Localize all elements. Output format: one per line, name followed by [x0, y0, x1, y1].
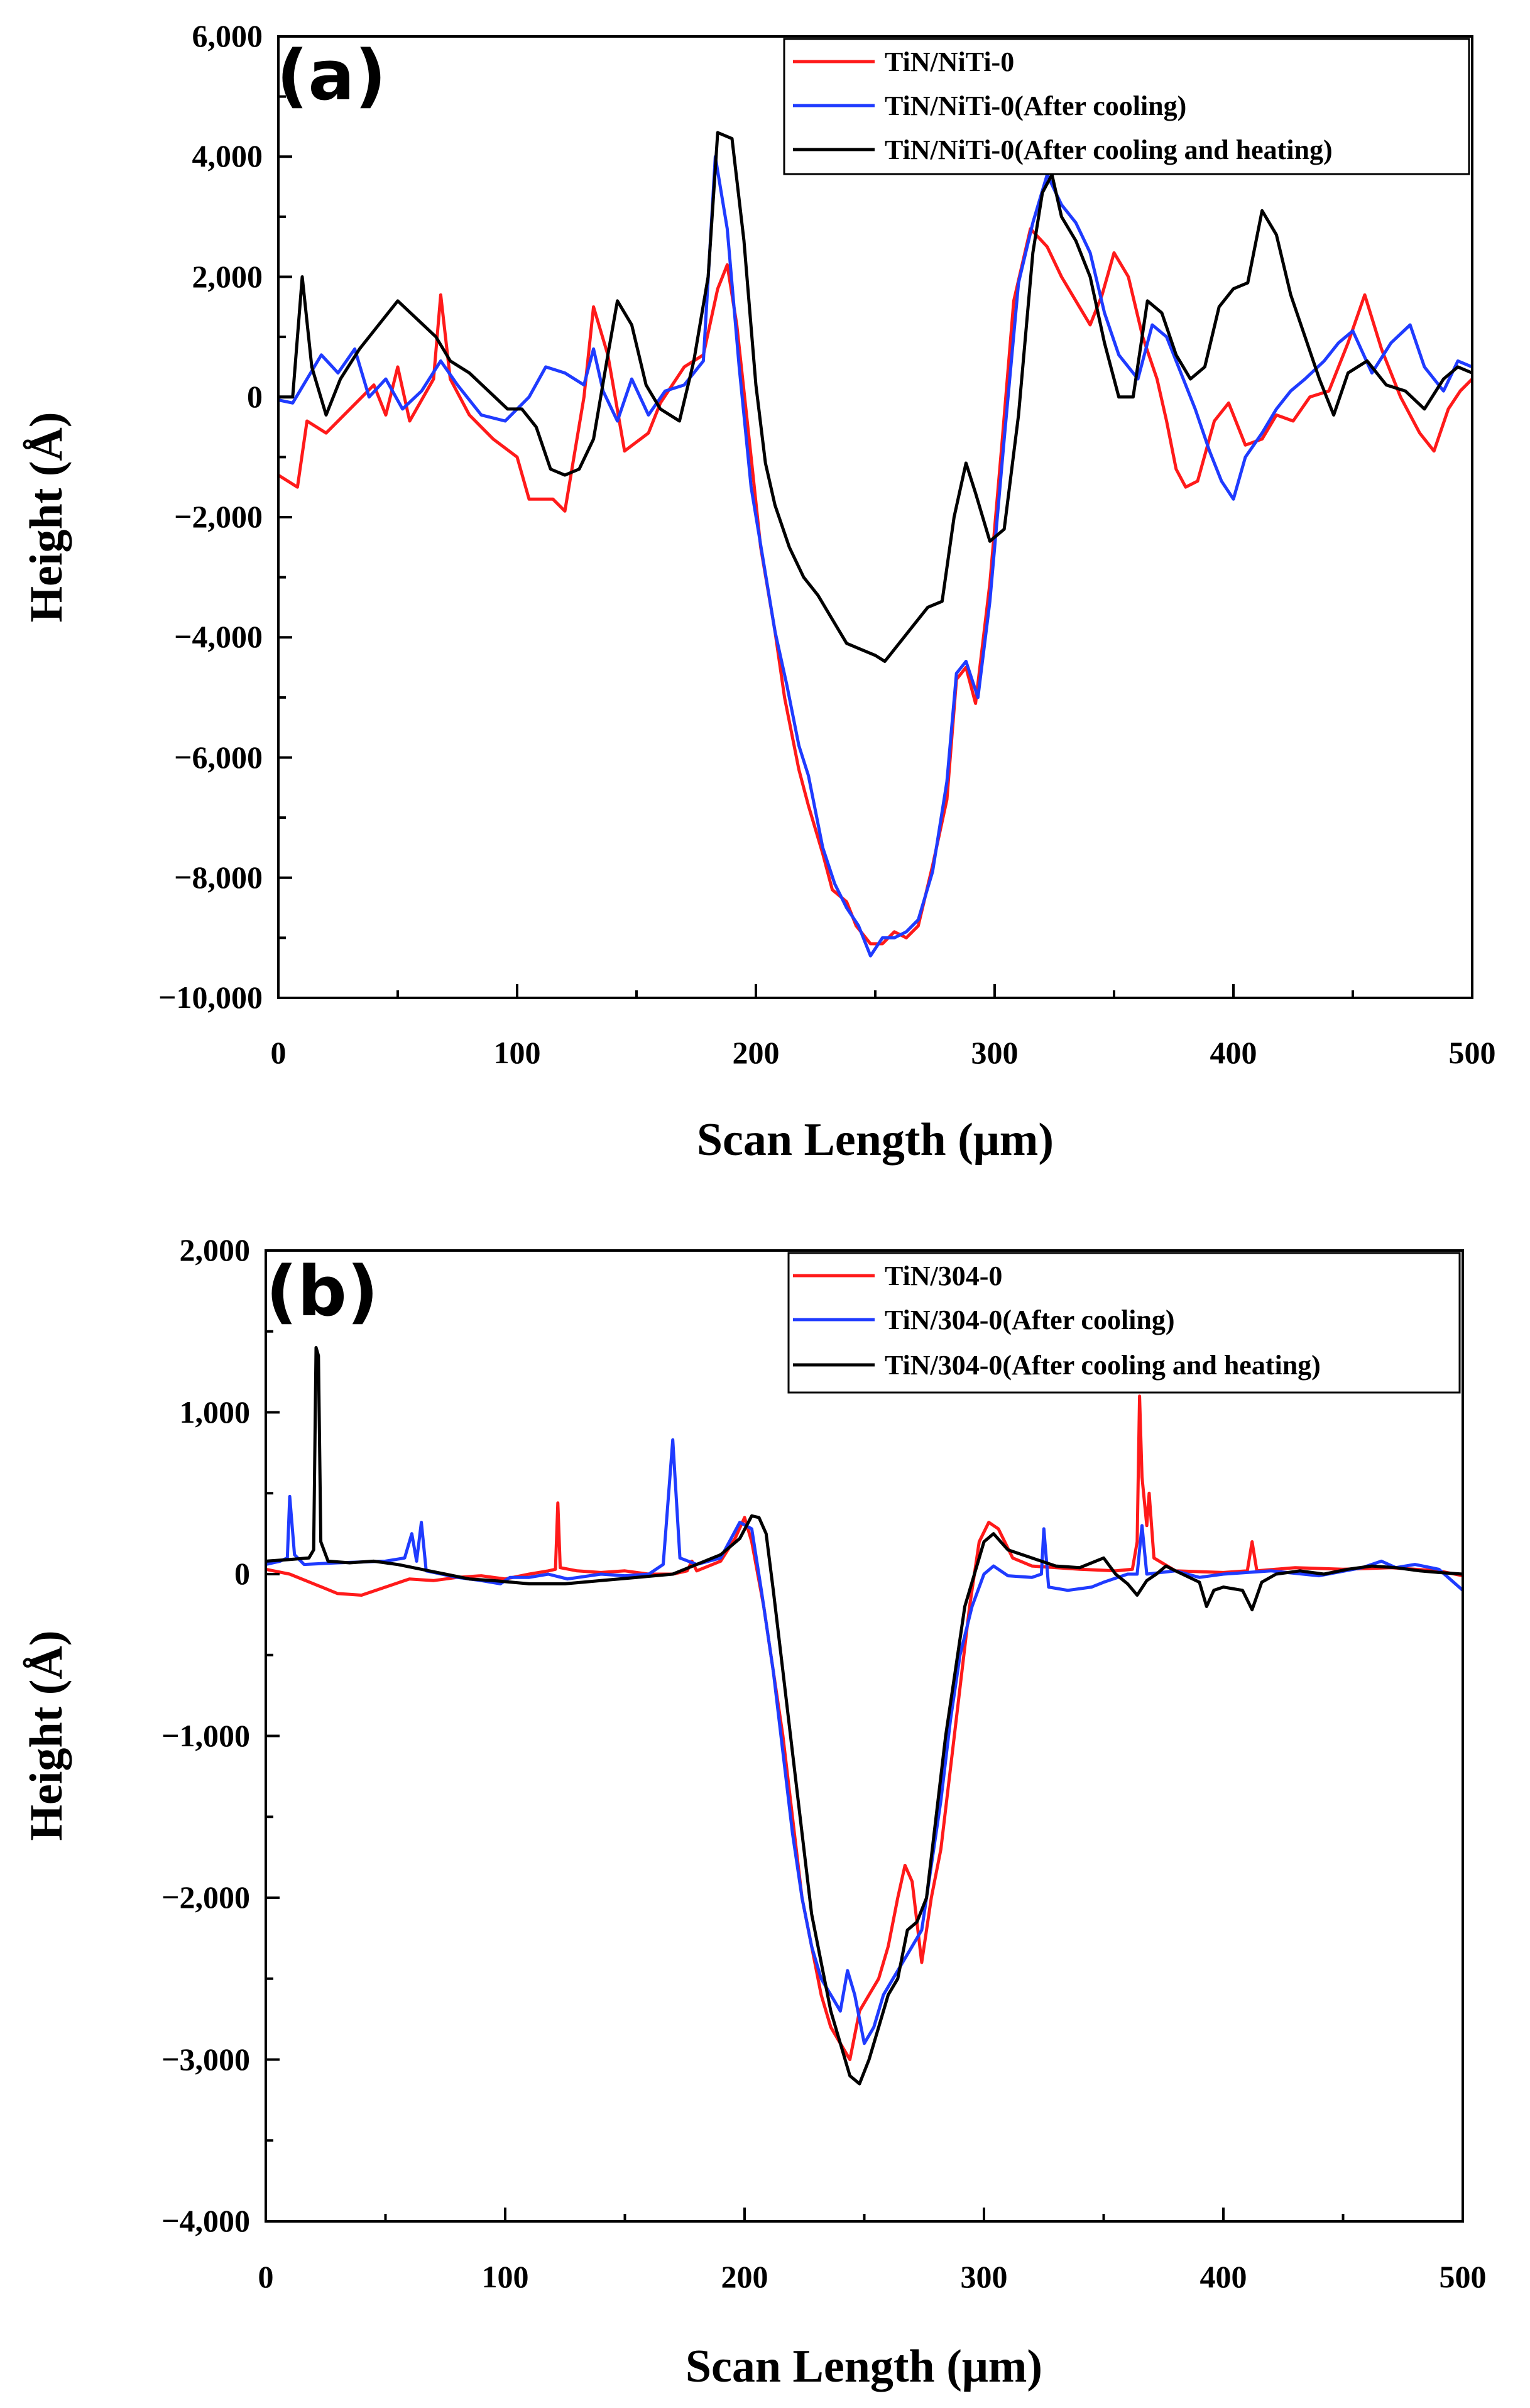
panel-a-x-tick-label: 200 — [733, 1035, 780, 1070]
panel-b-y-tick-label: −3,000 — [161, 2042, 250, 2077]
panel-b-x-tick-label: 100 — [482, 2259, 529, 2294]
panel-b-y-tick-labels: −4,000 −3,000 −2,000 −1,000 0 1,000 2,00… — [161, 1232, 250, 2238]
panel-b-y-axis-title: Height (Å) — [21, 1631, 72, 1841]
panel-a-x-tick-label: 500 — [1449, 1035, 1496, 1070]
panel-b-x-tick-label: 200 — [721, 2259, 768, 2294]
panel-a-plot-frame — [277, 35, 1473, 999]
panel-b-series-line-0 — [265, 1394, 1463, 2061]
panel-b-x-tick-label: 400 — [1200, 2259, 1247, 2294]
panel-b-y-tick-label: 1,000 — [180, 1394, 251, 1430]
panel-a-x-tick-label: 400 — [1210, 1035, 1257, 1070]
panel-a-legend-entry: TiN/NiTi-0 — [885, 47, 1014, 77]
panel-a-legend-box — [783, 38, 1470, 175]
panel-a-x-tick-label: 100 — [494, 1035, 541, 1070]
panel-b-x-tick-label: 500 — [1440, 2259, 1487, 2294]
panel-b-legend-entry: TiN/304-0(After cooling) — [885, 1305, 1175, 1335]
panel-a-series-line-2 — [278, 131, 1473, 663]
panel-a-x-axis-title: Scan Length (μm) — [697, 1114, 1054, 1166]
panel-a-x-tick-labels: 0 100 200 300 400 500 — [271, 1035, 1496, 1070]
panel-b-y-tick-label: 2,000 — [180, 1232, 251, 1267]
panel-a-ticks — [277, 35, 1473, 999]
panel-a-label: (a) — [276, 35, 386, 116]
panel-a-series-line-1 — [278, 155, 1473, 958]
panel-a: −10,000 −8,000 −6,000 −4,000 −2,000 0 2,… — [21, 18, 1496, 1166]
panel-a-series-group — [277, 131, 1473, 958]
panel-a-y-tick-label: −4,000 — [174, 619, 263, 654]
panel-b-x-axis-title: Scan Length (μm) — [686, 2341, 1042, 2392]
panel-a-legend: TiN/NiTi-0 TiN/NiTi-0(After cooling) TiN… — [783, 38, 1470, 175]
panel-b-y-tick-label: 0 — [234, 1556, 250, 1591]
panel-b-x-tick-labels: 0 100 200 300 400 500 — [258, 2259, 1487, 2294]
panel-b-label: (b) — [266, 1251, 378, 1332]
panel-b-legend-box — [787, 1252, 1461, 1394]
panel-a-y-tick-label: 0 — [247, 379, 263, 414]
panel-a-series-line-0 — [277, 227, 1473, 946]
panel-b-series-group — [265, 1346, 1464, 2086]
panel-b-legend-entry: TiN/304-0(After cooling and heating) — [885, 1350, 1321, 1381]
panel-a-y-tick-label: −8,000 — [174, 860, 263, 895]
panel-b-series-line-2 — [265, 1346, 1463, 2086]
panel-a-y-tick-label: −2,000 — [174, 499, 263, 534]
panel-a-y-tick-label: −10,000 — [158, 980, 263, 1015]
panel-a-legend-entry: TiN/NiTi-0(After cooling) — [885, 90, 1186, 121]
panel-a-y-tick-label: 2,000 — [192, 259, 263, 294]
panel-a-y-tick-labels: −10,000 −8,000 −6,000 −4,000 −2,000 0 2,… — [158, 18, 263, 1015]
panel-b-series-line-1 — [265, 1438, 1464, 2045]
panel-b-y-tick-label: −1,000 — [161, 1718, 250, 1753]
panel-a-y-tick-label: 6,000 — [192, 18, 263, 53]
panel-a-x-tick-label: 300 — [971, 1035, 1019, 1070]
panel-b-x-tick-label: 300 — [961, 2259, 1008, 2294]
panel-a-y-axis-title: Height (Å) — [21, 412, 72, 623]
panel-b-legend-entry: TiN/304-0 — [885, 1261, 1002, 1291]
panel-a-y-tick-label: 4,000 — [192, 138, 263, 173]
panel-a-x-tick-label: 0 — [271, 1035, 287, 1070]
panel-b-legend: TiN/304-0 TiN/304-0(After cooling) TiN/3… — [787, 1252, 1461, 1394]
panel-b-y-tick-label: −2,000 — [161, 1880, 250, 1915]
panel-b: −4,000 −3,000 −2,000 −1,000 0 1,000 2,00… — [21, 1232, 1487, 2392]
panel-a-legend-entry: TiN/NiTi-0(After cooling and heating) — [885, 134, 1333, 165]
panel-b-x-tick-label: 0 — [258, 2259, 274, 2294]
panel-a-y-tick-label: −6,000 — [174, 740, 263, 775]
panel-b-y-tick-label: −4,000 — [161, 2203, 250, 2238]
panel-b-ticks — [265, 1249, 1464, 2223]
